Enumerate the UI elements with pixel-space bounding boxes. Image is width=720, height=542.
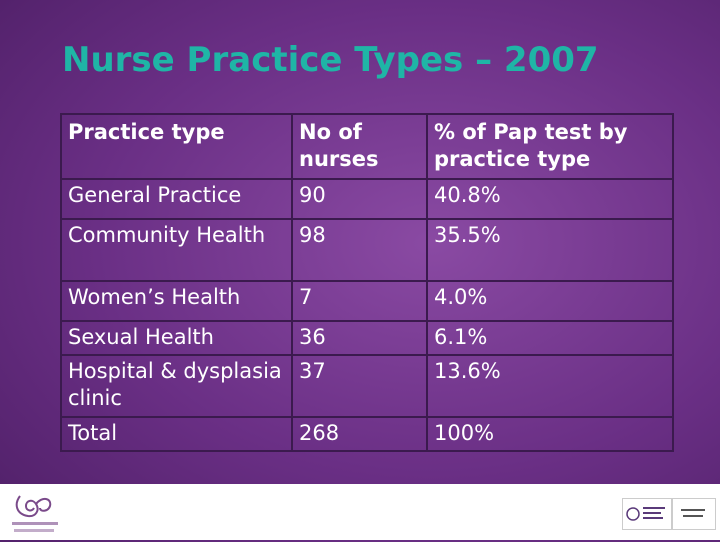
cell-percent: 4.0% — [426, 280, 674, 322]
cell-nurses: 7 — [291, 280, 428, 322]
table-row: Sexual Health 36 6.1% — [60, 320, 674, 356]
cell-nurses: 98 — [291, 218, 428, 282]
cell-nurses: 36 — [291, 320, 428, 356]
papscreen-logo-icon — [12, 495, 58, 532]
cell-percent: 100% — [426, 416, 674, 452]
papscreen-logo — [6, 490, 66, 538]
cell-practice-type: General Practice — [60, 178, 293, 220]
table-row-total: Total 268 100% — [60, 416, 674, 452]
practice-types-table: Practice type No of nurses % of Pap test… — [60, 113, 674, 452]
cell-practice-type: Total — [60, 416, 293, 452]
partner-logo-1-icon — [626, 507, 665, 521]
partner-logo-2 — [672, 498, 716, 530]
cell-nurses: 37 — [291, 354, 428, 418]
cell-practice-type: Women’s Health — [60, 280, 293, 322]
cell-practice-type: Sexual Health — [60, 320, 293, 356]
cell-practice-type: Hospital & dysplasia clinic — [60, 354, 293, 418]
cell-practice-type: Community Health — [60, 218, 293, 282]
cell-nurses: 268 — [291, 416, 428, 452]
slide-title: Nurse Practice Types – 2007 — [62, 40, 599, 80]
cell-percent: 40.8% — [426, 178, 674, 220]
header-no-of-nurses: No of nurses — [291, 113, 428, 180]
header-practice-type: Practice type — [60, 113, 293, 180]
cell-percent: 6.1% — [426, 320, 674, 356]
table-row: Community Health 98 35.5% — [60, 218, 674, 282]
partner-logo-1 — [622, 498, 672, 530]
cell-nurses: 90 — [291, 178, 428, 220]
cell-percent: 13.6% — [426, 354, 674, 418]
header-pap-test-percent: % of Pap test by practice type — [426, 113, 674, 180]
table-row: General Practice 90 40.8% — [60, 178, 674, 220]
footer-band — [0, 484, 720, 540]
partner-logo-2-icon — [681, 509, 705, 517]
cell-percent: 35.5% — [426, 218, 674, 282]
table-row: Women’s Health 7 4.0% — [60, 280, 674, 322]
table-header-row: Practice type No of nurses % of Pap test… — [60, 113, 674, 180]
table-row: Hospital & dysplasia clinic 37 13.6% — [60, 354, 674, 418]
